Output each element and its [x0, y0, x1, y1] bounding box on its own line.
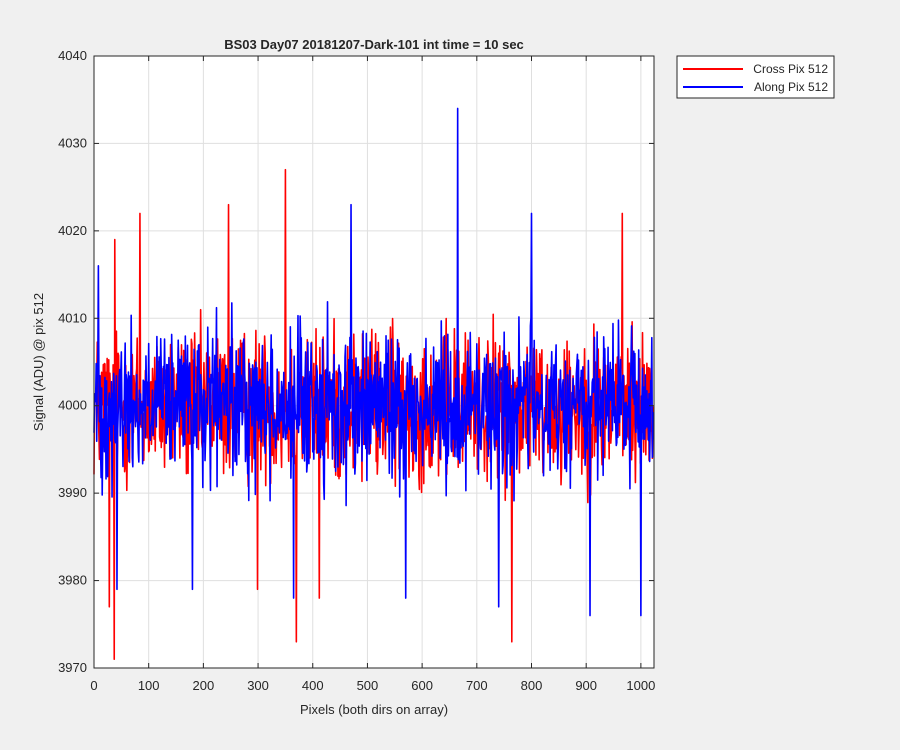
x-tick-label: 700 — [466, 678, 488, 693]
x-tick-label: 900 — [575, 678, 597, 693]
y-axis-label: Signal (ADU) @ pix 512 — [31, 293, 46, 431]
x-tick-label: 1000 — [626, 678, 655, 693]
x-tick-label: 100 — [138, 678, 160, 693]
x-axis-label: Pixels (both dirs on array) — [300, 702, 448, 717]
axis-ticks: 0 100 200 300 400 500 600 700 800 900 1000 3970 3980… — [58, 48, 655, 693]
x-tick-label: 200 — [193, 678, 215, 693]
x-tick-label: 800 — [521, 678, 543, 693]
legend-label-along: Along Pix 512 — [754, 80, 828, 94]
x-tick-label: 500 — [357, 678, 379, 693]
legend-label-cross: Cross Pix 512 — [753, 62, 828, 76]
y-tick-label: 4010 — [58, 310, 87, 325]
y-tick-label: 4020 — [58, 223, 87, 238]
y-tick-label: 3970 — [58, 660, 87, 675]
x-tick-label: 600 — [411, 678, 433, 693]
x-tick-label: 300 — [247, 678, 269, 693]
legend-box — [676, 55, 835, 99]
legend: Cross Pix 512 Along Pix 512 — [676, 55, 835, 99]
chart-title: BS03 Day07 20181207-Dark-101 int time = … — [224, 37, 524, 52]
y-tick-label: 4000 — [58, 398, 87, 413]
y-tick-label: 3980 — [58, 573, 87, 588]
series-line-1 — [93, 107, 655, 617]
y-tick-label: 4030 — [58, 135, 87, 150]
series-layer — [93, 107, 655, 661]
x-tick-label: 0 — [90, 678, 97, 693]
y-tick-label: 3990 — [58, 485, 87, 500]
y-tick-label: 4040 — [58, 48, 87, 63]
x-tick-label: 400 — [302, 678, 324, 693]
plot-frame — [93, 55, 655, 669]
